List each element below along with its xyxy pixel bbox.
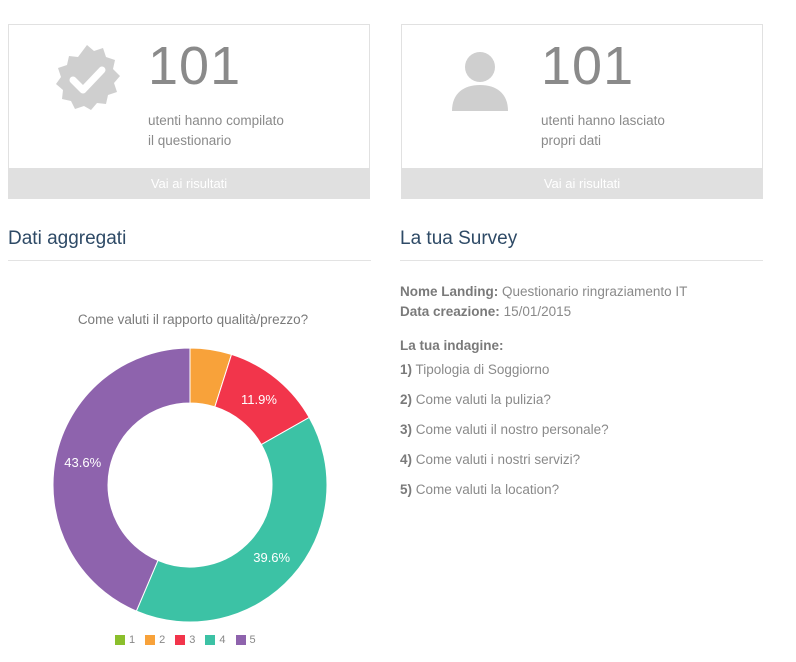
chart-legend: 1 2 3 4 5 bbox=[115, 634, 256, 646]
creation-date-row: Data creazione: 15/01/2015 bbox=[400, 302, 780, 322]
aggregated-divider bbox=[8, 260, 371, 261]
legend-label: 3 bbox=[189, 634, 196, 646]
question-item: 3) Come valuti il nostro personale? bbox=[400, 420, 780, 440]
question-number: 1) bbox=[400, 362, 413, 377]
questions-heading: La tua indagine: bbox=[400, 338, 504, 353]
left-data-caption-line2: propri dati bbox=[541, 133, 602, 148]
go-to-results-button-2[interactable]: Vai ai risultati bbox=[401, 168, 763, 199]
questions-list: 1) Tipologia di Soggiorno 2) Come valuti … bbox=[400, 360, 780, 500]
completed-caption-line2: il questionario bbox=[148, 133, 232, 148]
creation-date-value: 15/01/2015 bbox=[503, 304, 572, 319]
user-icon bbox=[444, 43, 516, 115]
question-number: 4) bbox=[400, 452, 413, 467]
survey-title: La tua Survey bbox=[400, 228, 518, 249]
legend-swatch bbox=[175, 635, 186, 645]
question-item: 5) Come valuti la location? bbox=[400, 480, 780, 500]
legend-item: 1 bbox=[115, 634, 135, 646]
donut-label-4: 39.6% bbox=[253, 550, 290, 565]
question-number: 5) bbox=[400, 482, 413, 497]
creation-date-label: Data creazione: bbox=[400, 304, 500, 319]
landing-name-label: Nome Landing: bbox=[400, 284, 499, 299]
completed-count: 101 bbox=[148, 36, 242, 96]
question-item: 2) Come valuti la pulizia? bbox=[400, 390, 780, 410]
donut-chart: 11.9% 39.6% 43.6% bbox=[52, 347, 328, 623]
legend-item: 3 bbox=[175, 634, 195, 646]
chart-title: Come valuti il rapporto qualità/prezzo? bbox=[77, 312, 309, 327]
legend-item: 2 bbox=[145, 634, 165, 646]
question-item: 4) Come valuti i nostri servizi? bbox=[400, 450, 780, 470]
donut-label-5: 43.6% bbox=[64, 455, 101, 470]
left-data-card: 101 utenti hanno lasciato propri dati Va… bbox=[401, 24, 763, 199]
question-text: Come valuti il nostro personale? bbox=[415, 422, 609, 437]
legend-label: 1 bbox=[129, 634, 136, 646]
legend-swatch bbox=[205, 635, 216, 645]
legend-label: 4 bbox=[219, 634, 226, 646]
landing-name-value: Questionario ringraziamento IT bbox=[502, 284, 688, 299]
question-item: 1) Tipologia di Soggiorno bbox=[400, 360, 780, 380]
question-text: Come valuti i nostri servizi? bbox=[415, 452, 581, 467]
legend-swatch bbox=[115, 635, 125, 645]
donut-label-3: 11.9% bbox=[241, 392, 277, 407]
go-to-results-button[interactable]: Vai ai risultati bbox=[8, 168, 370, 199]
question-text: Tipologia di Soggiorno bbox=[415, 362, 550, 377]
left-data-count: 101 bbox=[541, 36, 635, 96]
check-badge-icon bbox=[51, 43, 123, 115]
survey-divider bbox=[400, 260, 763, 261]
question-text: Come valuti la location? bbox=[415, 482, 560, 497]
left-data-caption: utenti hanno lasciato propri dati bbox=[541, 111, 751, 151]
left-data-caption-line1: utenti hanno lasciato bbox=[541, 113, 665, 128]
legend-item: 5 bbox=[235, 634, 256, 646]
legend-label: 5 bbox=[249, 634, 256, 646]
legend-item: 4 bbox=[205, 634, 226, 646]
legend-swatch bbox=[235, 635, 246, 645]
landing-name-row: Nome Landing: Questionario ringraziament… bbox=[400, 282, 780, 302]
aggregated-data-title: Dati aggregati bbox=[8, 228, 127, 249]
completed-caption-line1: utenti hanno compilato bbox=[148, 113, 284, 128]
question-number: 2) bbox=[400, 392, 413, 407]
legend-label: 2 bbox=[159, 634, 166, 646]
donut-slice-5[interactable] bbox=[52, 347, 191, 612]
completed-caption: utenti hanno compilato il questionario bbox=[148, 111, 358, 151]
question-number: 3) bbox=[400, 422, 413, 437]
legend-swatch bbox=[145, 635, 156, 645]
survey-details: Nome Landing: Questionario ringraziament… bbox=[400, 282, 780, 500]
completed-survey-card: 101 utenti hanno compilato il questionar… bbox=[8, 24, 370, 199]
donut-slice-4[interactable] bbox=[135, 416, 328, 623]
question-text: Come valuti la pulizia? bbox=[415, 392, 551, 407]
